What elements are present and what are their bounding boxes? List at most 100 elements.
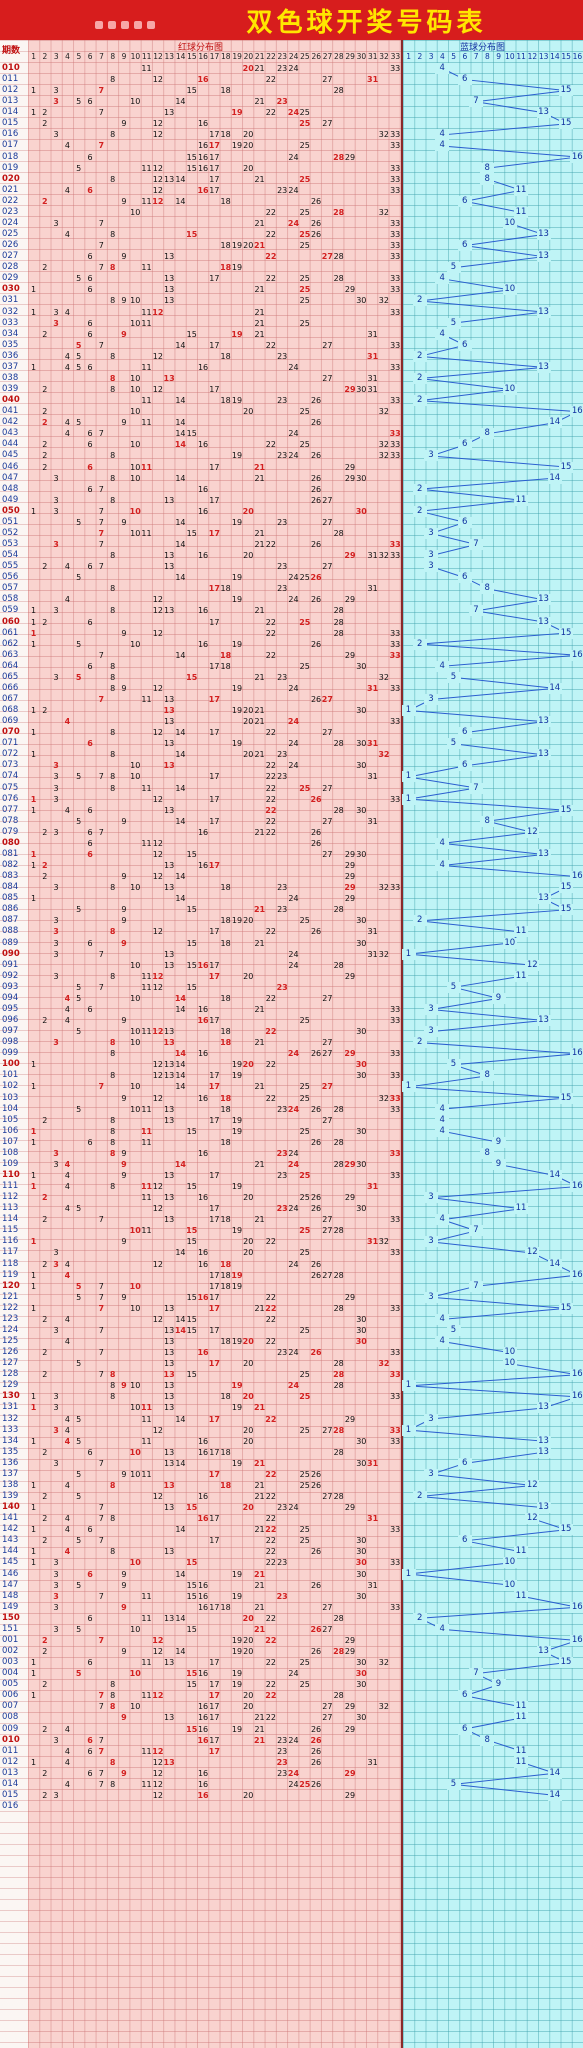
red-ball-number: 22	[265, 805, 277, 815]
red-ball-number: 33	[390, 1215, 401, 1225]
red-ball-number: 16	[197, 119, 209, 129]
red-ball-number: 19	[231, 1635, 243, 1645]
red-ball-number: 2	[42, 1492, 48, 1502]
red-ball-number: 12	[152, 971, 164, 981]
red-column-number: 28	[334, 52, 344, 61]
red-ball-number: 28	[333, 1159, 344, 1169]
period-label: 056	[2, 572, 19, 583]
red-ball-number: 28	[333, 805, 344, 815]
red-ball-number: 6	[87, 827, 93, 837]
red-ball-number: 6	[87, 838, 93, 848]
red-ball-number: 7	[98, 484, 104, 494]
red-ball-number: 5	[76, 517, 82, 527]
red-column-number: 30	[356, 52, 367, 61]
blue-ball-number: 11	[514, 1701, 528, 1713]
red-ball-number: 12	[152, 196, 164, 206]
red-ball-number: 15	[186, 1580, 197, 1590]
red-ball-number: 16	[197, 506, 209, 516]
red-ball-number: 5	[76, 351, 82, 361]
red-ball-number: 17	[209, 1514, 220, 1524]
red-ball-number: 11	[141, 1436, 152, 1446]
red-ball-number: 17	[208, 971, 220, 981]
red-ball-number: 14	[175, 1569, 186, 1579]
red-ball-number: 14	[175, 1458, 186, 1468]
red-ball-number: 8	[109, 1370, 116, 1380]
blue-ball-number: 15	[559, 627, 573, 639]
blue-ball-number: 3	[424, 693, 438, 705]
period-label: 073	[2, 760, 19, 771]
red-ball-number: 22	[265, 1635, 277, 1645]
red-ball-number: 7	[98, 1348, 104, 1358]
red-ball-number: 8	[110, 130, 116, 140]
red-ball-number: 4	[64, 1746, 70, 1756]
red-ball-number: 17	[209, 1602, 220, 1612]
red-ball-number: 26	[310, 1480, 322, 1490]
blue-ball-number: 15	[559, 461, 573, 473]
red-ball-number: 19	[231, 1071, 243, 1081]
blue-ball-number: 13	[536, 361, 551, 373]
red-ball-number: 26	[310, 451, 322, 461]
red-column-number: 6	[87, 52, 93, 61]
blue-ball-number: 16	[570, 1601, 583, 1613]
blue-ball-number: 4	[435, 1103, 450, 1115]
red-ball-number: 10	[130, 407, 141, 417]
red-ball-number: 10	[130, 993, 141, 1003]
red-ball-number: 21	[254, 528, 265, 538]
period-label: 033	[2, 317, 19, 328]
red-ball-number: 25	[299, 1370, 310, 1380]
red-ball-number: 29	[344, 1049, 356, 1059]
period-label: 016	[2, 1800, 19, 1811]
red-ball-number: 31	[367, 584, 378, 594]
red-ball-number: 14	[175, 728, 186, 738]
red-ball-number: 3	[53, 1558, 59, 1568]
red-ball-number: 5	[76, 418, 82, 428]
red-ball-number: 11	[141, 783, 152, 793]
red-ball-number: 5	[76, 772, 82, 782]
red-ball-number: 21	[254, 540, 265, 549]
red-ball-number: 6	[87, 252, 93, 262]
blue-ball-number: 4	[435, 129, 450, 141]
red-ball-number: 27	[322, 119, 333, 129]
red-ball-number: 19	[231, 1270, 243, 1280]
blue-ball-number: 5	[446, 738, 461, 750]
red-ball-number: 22	[265, 1658, 276, 1668]
red-ball-number: 20	[242, 1392, 254, 1402]
blue-ball-number: 15	[559, 1524, 573, 1536]
red-ball-number: 18	[220, 1259, 232, 1269]
red-ball-number: 27	[322, 1270, 333, 1280]
blue-ball-number: 5	[446, 671, 461, 683]
red-ball-number: 22	[265, 1414, 277, 1424]
red-ball-number: 11	[141, 318, 152, 328]
red-ball-number: 1	[30, 1392, 37, 1402]
red-ball-number: 19	[231, 1569, 243, 1579]
red-ball-number: 33	[390, 252, 401, 262]
red-ball-number: 26	[310, 1547, 322, 1557]
red-ball-number: 9	[121, 1602, 127, 1612]
red-ball-number: 23	[277, 351, 288, 361]
red-ball-number: 2	[42, 1768, 48, 1778]
red-ball-number: 20	[243, 706, 254, 716]
period-label: 004	[2, 1668, 19, 1679]
red-ball-number: 21	[254, 1713, 265, 1723]
red-ball-number: 19	[231, 1226, 243, 1236]
red-ball-number: 8	[110, 1071, 116, 1081]
period-label: 088	[2, 926, 19, 937]
period-label: 009	[2, 1723, 19, 1734]
header-banner: 双色球开奖号码表	[0, 0, 583, 40]
blue-ball-number: 6	[457, 339, 472, 351]
red-ball-number: 26	[310, 495, 322, 505]
blue-ball-number: 13	[536, 1435, 551, 1447]
red-ball-number: 1	[30, 108, 37, 118]
blue-ball-number: 14	[547, 1789, 562, 1801]
red-ball-number: 8	[110, 1514, 116, 1524]
red-ball-number: 13	[164, 1071, 175, 1081]
red-ball-number: 13	[164, 274, 175, 284]
red-ball-number: 16	[197, 1292, 209, 1302]
red-ball-number: 19	[231, 916, 243, 926]
red-ball-number: 12	[152, 75, 163, 85]
red-ball-number: 9	[121, 1713, 127, 1723]
red-ball-number: 5	[76, 163, 82, 173]
red-ball-number: 15	[186, 230, 198, 240]
red-ball-number: 25	[299, 1680, 310, 1690]
period-label: 028	[2, 262, 19, 273]
